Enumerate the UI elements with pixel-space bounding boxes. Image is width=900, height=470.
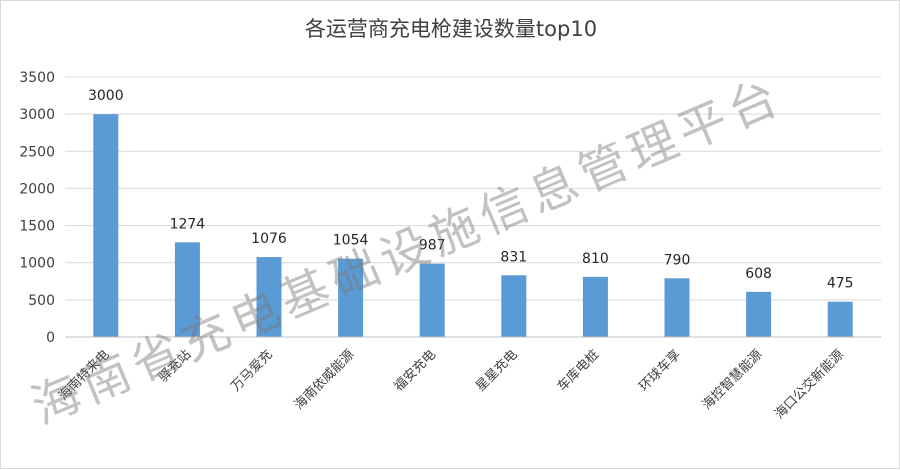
data-label: 987 — [419, 238, 446, 254]
x-category-label: 星星充电 — [473, 347, 521, 395]
y-tick-label: 500 — [28, 293, 55, 309]
y-tick-label: 2500 — [19, 144, 55, 160]
x-category-label: 车库电桩 — [554, 347, 602, 395]
y-tick-label: 3000 — [19, 107, 55, 123]
bar — [93, 114, 119, 338]
bar — [664, 278, 690, 337]
bar — [419, 263, 445, 337]
bar — [582, 276, 608, 337]
data-label: 810 — [582, 251, 609, 267]
data-label: 608 — [745, 266, 772, 282]
x-category-label: 海南特来电 — [55, 347, 112, 404]
bar — [256, 257, 282, 337]
bar — [338, 258, 364, 337]
bar — [174, 242, 200, 337]
bar — [746, 291, 772, 337]
data-label: 831 — [500, 249, 527, 265]
y-tick-label: 2000 — [19, 181, 55, 197]
data-label: 1274 — [170, 216, 206, 232]
x-category-label: 万马爱充 — [228, 347, 276, 395]
x-category-label: 驿充站 — [155, 347, 194, 386]
y-tick-label: 0 — [46, 330, 55, 346]
data-label: 1054 — [333, 233, 369, 249]
data-label: 3000 — [88, 88, 124, 104]
bar — [501, 275, 527, 337]
x-category-label: 海南依威能源 — [291, 347, 357, 413]
y-tick-label: 1500 — [19, 219, 55, 235]
bar — [827, 301, 853, 337]
x-category-label: 福安充电 — [391, 347, 439, 395]
y-tick-label: 3500 — [19, 70, 55, 86]
data-label: 475 — [827, 276, 854, 292]
data-label: 790 — [664, 252, 691, 268]
chart-title: 各运营商充电枪建设数量top10 — [304, 17, 598, 41]
x-category-label: 海口公交新能源 — [771, 347, 847, 423]
y-tick-label: 1000 — [19, 256, 55, 272]
x-category-label: 海控智慧能源 — [699, 347, 765, 413]
x-category-label: 环球车享 — [636, 347, 684, 395]
data-label: 1076 — [251, 231, 287, 247]
